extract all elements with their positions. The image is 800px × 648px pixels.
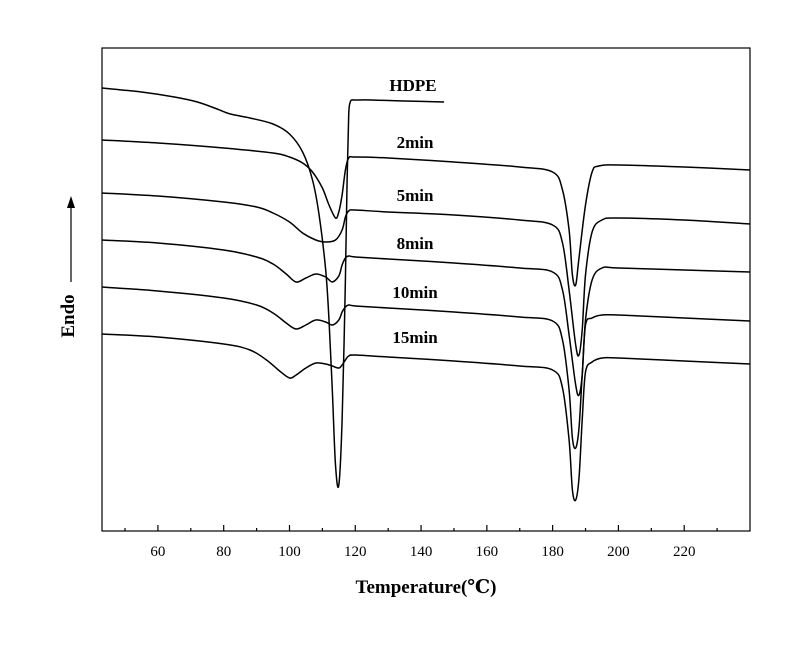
x-ticks: 60 80 100 120 140 160 180 200 220 bbox=[124, 525, 718, 560]
x-tick-label: 120 bbox=[344, 544, 367, 560]
curves bbox=[101, 87, 751, 502]
plot-frame bbox=[101, 47, 751, 532]
series-label-15min: 15min bbox=[392, 328, 438, 347]
series-line-5min bbox=[101, 192, 751, 357]
series-labels: HDPE 2min 5min 8min 10min 15min bbox=[389, 76, 438, 347]
x-tick-label: 220 bbox=[673, 544, 696, 560]
series-label-hdpe: HDPE bbox=[389, 76, 436, 95]
y-axis-arrow bbox=[67, 196, 75, 282]
x-tick-label: 100 bbox=[278, 544, 301, 560]
series-label-8min: 8min bbox=[397, 234, 434, 253]
series-line-10min bbox=[101, 286, 751, 450]
x-tick-label: 80 bbox=[216, 544, 231, 560]
series-label-10min: 10min bbox=[392, 283, 438, 302]
x-axis-title: Temperature(℃) bbox=[356, 577, 497, 598]
series-line-2min bbox=[101, 139, 751, 287]
series-line-15min bbox=[101, 333, 751, 502]
x-tick-label: 160 bbox=[476, 544, 499, 560]
series-label-5min: 5min bbox=[397, 186, 434, 205]
series-label-2min: 2min bbox=[397, 133, 434, 152]
series-line-hdpe bbox=[101, 87, 445, 489]
x-tick-label: 60 bbox=[150, 544, 165, 560]
x-tick-label: 140 bbox=[410, 544, 433, 560]
x-tick-label: 200 bbox=[607, 544, 630, 560]
y-axis-title: Endo bbox=[58, 294, 79, 337]
series-line-8min bbox=[101, 239, 751, 397]
x-tick-label: 180 bbox=[541, 544, 564, 560]
